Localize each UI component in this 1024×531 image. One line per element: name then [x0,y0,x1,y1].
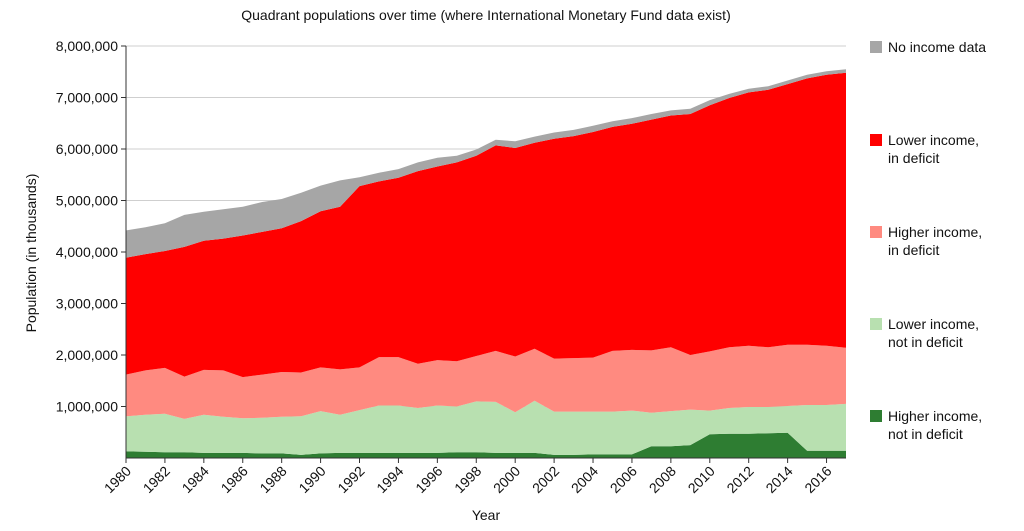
legend-swatch-1 [870,134,882,146]
x-tick-label-12: 2004 [568,463,601,496]
area-higher-income-not-in-deficit [126,432,846,458]
y-tick-label-5: 6,000,000 [56,141,118,157]
area-higher-income-in-deficit [126,344,846,419]
chart-title: Quadrant populations over time (where In… [241,7,731,23]
y-tick-label-2: 3,000,000 [56,296,118,312]
x-tick-label-4: 1988 [256,463,289,496]
legend-label-3-1: not in deficit [888,334,963,350]
y-tick-label-1: 2,000,000 [56,347,118,363]
x-tick-label-3: 1986 [218,463,251,496]
x-tick-label-7: 1994 [373,463,406,496]
x-tick-label-6: 1992 [334,463,367,496]
x-tick-label-10: 2000 [490,463,523,496]
legend-swatch-4 [870,410,882,422]
y-tick-label-4: 5,000,000 [56,193,118,209]
legend-swatch-3 [870,318,882,330]
x-tick-label-15: 2010 [685,463,718,496]
area-lower-income-in-deficit [126,72,846,378]
x-tick-label-13: 2006 [607,463,640,496]
x-tick-label-11: 2002 [529,463,562,496]
y-tick-label-0: 1,000,000 [56,399,118,415]
legend-label-4-1: not in deficit [888,426,963,442]
legend-swatch-0 [870,41,882,53]
legend-swatch-2 [870,226,882,238]
legend-label-3-0: Lower income, [888,316,979,332]
legend-label-1-0: Lower income, [888,132,979,148]
legend: No income data Lower income, in deficit Hig… [870,39,986,442]
legend-label-2-1: in deficit [888,242,939,258]
x-tick-labels: 1980 1982 1984 1986 1988 1990 1992 1994 1996 1998… [101,458,835,496]
area-no-income-data [126,69,846,258]
legend-label-0-0: No income data [888,39,986,55]
x-tick-label-8: 1996 [412,463,445,496]
x-tick-label-18: 2016 [801,463,834,496]
legend-label-4-0: Higher income, [888,408,982,424]
area-lower-income-not-in-deficit [126,400,846,455]
x-tick-label-16: 2012 [723,463,756,496]
y-tick-labels: 1,000,000 2,000,000 3,000,000 4,000,000 5,00… [56,38,126,415]
x-axis-label: Year [472,507,501,523]
y-tick-label-3: 4,000,000 [56,244,118,260]
x-tick-label-5: 1990 [295,463,328,496]
y-tick-label-7: 8,000,000 [56,38,118,54]
y-tick-label-6: 7,000,000 [56,90,118,106]
legend-label-2-0: Higher income, [888,224,982,240]
y-axis-label: Population (in thousands) [23,174,39,333]
x-tick-label-0: 1980 [101,463,134,496]
area-series [126,69,846,458]
x-tick-label-2: 1984 [179,463,212,496]
x-tick-label-14: 2008 [646,463,679,496]
x-tick-label-1: 1982 [140,463,173,496]
legend-label-1-1: in deficit [888,150,939,166]
x-tick-label-17: 2014 [762,463,795,496]
x-tick-label-9: 1998 [451,463,484,496]
